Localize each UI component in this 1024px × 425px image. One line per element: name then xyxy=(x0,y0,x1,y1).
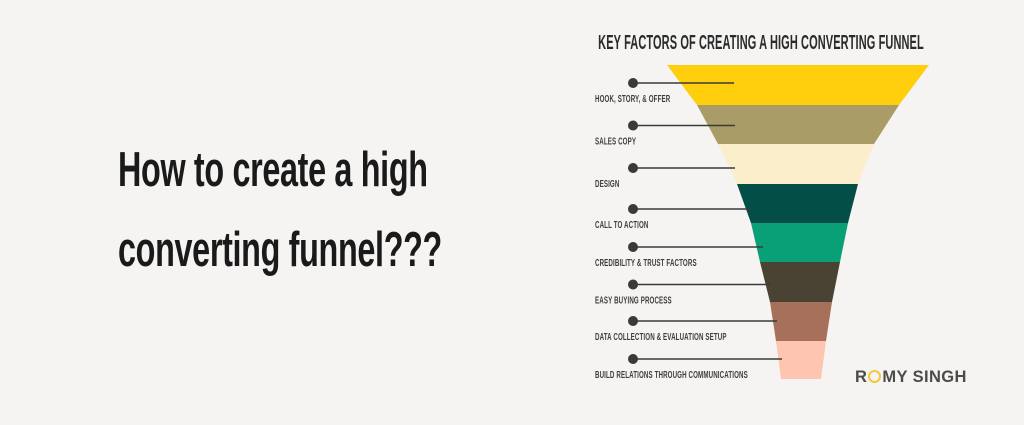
headline: How to create a high converting funnel??… xyxy=(118,146,609,306)
callout-dot-icon xyxy=(628,78,638,88)
brand-o-ring-icon xyxy=(868,370,882,383)
stage-label: CREDIBILITY & TRUST FACTORS xyxy=(595,256,697,268)
funnel-stage-band xyxy=(667,144,929,185)
stage-label: DESIGN xyxy=(595,177,619,189)
callout-dot-icon xyxy=(628,163,638,173)
funnel-stage-band xyxy=(667,65,929,106)
stage-label: EASY BUYING PROCESS xyxy=(595,294,672,306)
callout-dot-icon xyxy=(628,120,638,131)
stage-label: DATA COLLECTION & EVALUATION SETUP xyxy=(595,330,727,342)
callout-dot-icon xyxy=(628,204,638,214)
callout-dot-icon xyxy=(628,242,638,252)
brand-text-suffix: MY SINGH xyxy=(882,368,967,386)
callout-dot-icon xyxy=(628,354,638,364)
stage-label: CALL TO ACTION xyxy=(595,218,648,230)
headline-line-2: converting funnel??? xyxy=(118,223,442,277)
stage-label: BUILD RELATIONS THROUGH COMMUNICATIONS xyxy=(595,368,748,380)
stage-label: SALES COPY xyxy=(595,135,636,147)
brand-text-prefix: R xyxy=(855,368,868,386)
funnel-title: KEY FACTORS OF CREATING A HIGH CONVERTIN… xyxy=(598,32,924,54)
funnel-callouts: HOOK, STORY, & OFFER SALES COPY DESIGN CALL… xyxy=(595,78,782,380)
callout-dot-icon xyxy=(628,279,638,290)
headline-line-1: How to create a high xyxy=(118,143,428,197)
callout-dot-icon xyxy=(628,316,638,326)
brand-logo: R MY SINGH xyxy=(855,368,967,387)
stage-label: HOOK, STORY, & OFFER xyxy=(595,92,670,104)
